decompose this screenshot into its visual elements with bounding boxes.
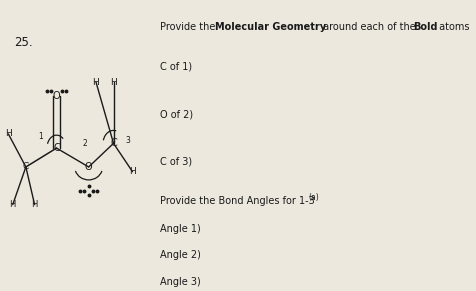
Text: C: C	[110, 138, 117, 148]
Text: Molecular Geometry: Molecular Geometry	[215, 22, 326, 31]
Text: O of 2): O of 2)	[159, 109, 193, 119]
Text: atoms: atoms	[436, 22, 469, 31]
Text: O: O	[53, 91, 60, 101]
Text: C of 1): C of 1)	[159, 62, 192, 72]
Text: H: H	[10, 200, 16, 209]
Text: Angle 2): Angle 2)	[159, 250, 200, 260]
Text: Angle 1): Angle 1)	[159, 224, 200, 234]
Text: 2: 2	[83, 139, 88, 148]
Text: 3: 3	[125, 136, 130, 145]
Text: C of 3): C of 3)	[159, 157, 192, 167]
Text: 1: 1	[39, 132, 43, 141]
Text: C: C	[53, 143, 60, 153]
Text: Angle 3): Angle 3)	[159, 277, 200, 287]
Text: (a): (a)	[308, 193, 319, 202]
Text: H: H	[93, 77, 99, 86]
Text: Provide the Bond Angles for 1-3: Provide the Bond Angles for 1-3	[159, 196, 317, 205]
Text: H: H	[129, 167, 136, 176]
Text: O: O	[85, 162, 92, 172]
Text: 25.: 25.	[15, 36, 33, 49]
Text: H: H	[31, 200, 38, 209]
Text: Bold: Bold	[413, 22, 437, 31]
Text: Provide the: Provide the	[159, 22, 218, 31]
Text: around each of the: around each of the	[319, 22, 418, 31]
Text: C: C	[23, 162, 29, 171]
Text: H: H	[110, 77, 117, 86]
Text: H: H	[5, 129, 12, 139]
